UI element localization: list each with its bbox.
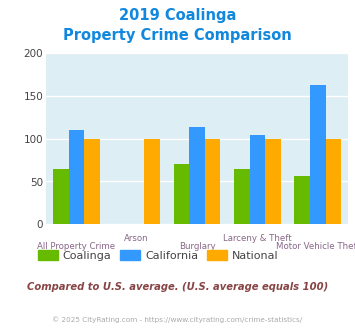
Bar: [326, 139, 341, 224]
Bar: [294, 176, 310, 224]
Text: Compared to U.S. average. (U.S. average equals 100): Compared to U.S. average. (U.S. average …: [27, 282, 328, 292]
Bar: [265, 139, 281, 224]
Text: Larceny & Theft: Larceny & Theft: [223, 234, 292, 243]
Bar: [53, 170, 69, 224]
Text: © 2025 CityRating.com - https://www.cityrating.com/crime-statistics/: © 2025 CityRating.com - https://www.city…: [53, 317, 302, 323]
Bar: [250, 135, 265, 224]
Text: Arson: Arson: [124, 234, 149, 243]
Bar: [84, 139, 100, 224]
Bar: [69, 130, 84, 224]
Legend: Coalinga, California, National: Coalinga, California, National: [34, 246, 283, 265]
Text: Burglary: Burglary: [179, 242, 215, 250]
Text: Property Crime Comparison: Property Crime Comparison: [63, 28, 292, 43]
Text: Motor Vehicle Theft: Motor Vehicle Theft: [276, 242, 355, 250]
Bar: [205, 139, 220, 224]
Text: 2019 Coalinga: 2019 Coalinga: [119, 8, 236, 23]
Bar: [310, 84, 326, 224]
Text: All Property Crime: All Property Crime: [37, 242, 115, 250]
Bar: [189, 127, 205, 224]
Bar: [174, 164, 189, 224]
Bar: [234, 170, 250, 224]
Bar: [144, 139, 160, 224]
